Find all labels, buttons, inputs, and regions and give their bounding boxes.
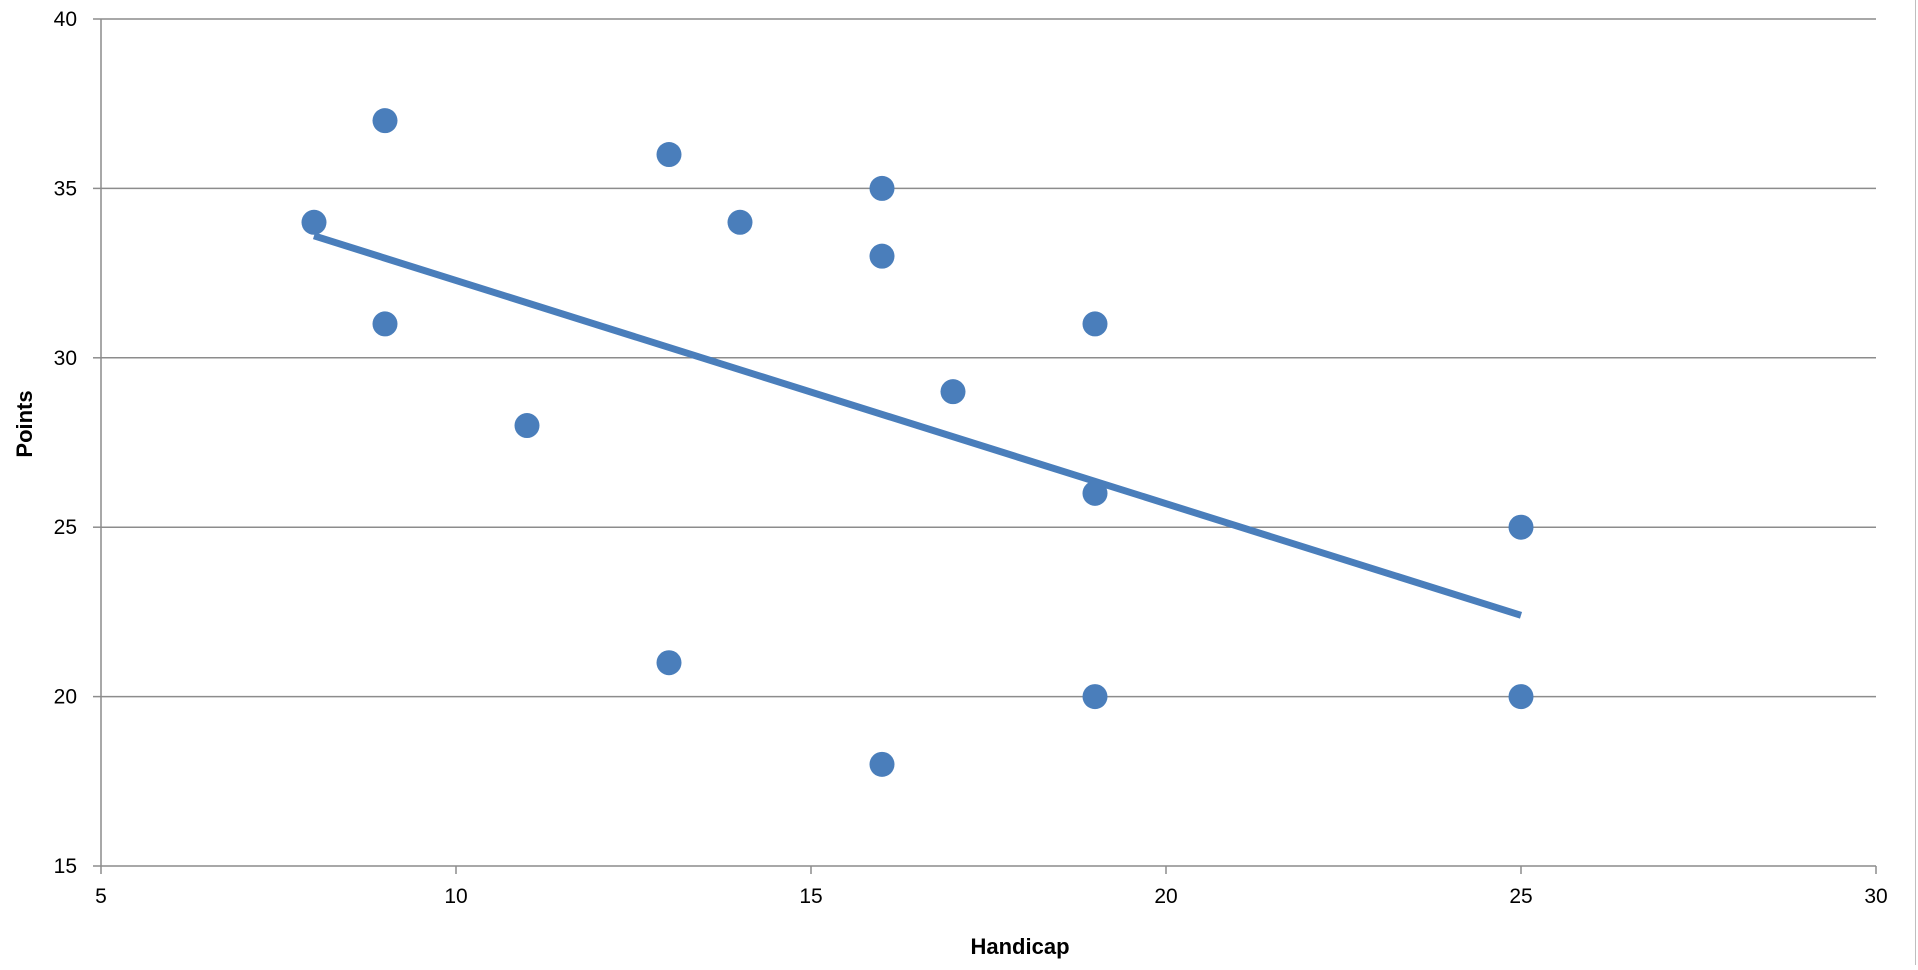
data-point [514, 413, 540, 439]
data-point [869, 243, 895, 269]
y-tick-label: 35 [54, 177, 77, 200]
data-point [656, 142, 682, 168]
trendline-layer [312, 232, 1523, 619]
y-tick-label: 25 [54, 516, 77, 539]
data-point [727, 209, 753, 235]
x-axis-title: Handicap [970, 934, 1069, 959]
chart-border-right [1915, 0, 1916, 965]
data-point [1082, 480, 1108, 506]
x-tick-label: 10 [444, 885, 467, 908]
x-tick-label: 5 [95, 885, 107, 908]
data-point [869, 751, 895, 777]
data-point [869, 175, 895, 201]
data-point [1508, 684, 1534, 710]
data-point [1508, 514, 1534, 540]
data-point [372, 108, 398, 134]
y-axis-title: Points [12, 390, 37, 457]
x-tick-label: 25 [1509, 885, 1532, 908]
data-point [940, 379, 966, 405]
trendline [312, 232, 1523, 619]
x-tick-label: 30 [1864, 885, 1887, 908]
data-point [301, 209, 327, 235]
data-point [1082, 684, 1108, 710]
gridlines [101, 18, 1876, 698]
x-tick-label: 20 [1154, 885, 1177, 908]
data-point [656, 650, 682, 676]
data-point [1082, 311, 1108, 337]
y-tick-label: 40 [54, 8, 77, 31]
y-tick-label: 15 [54, 855, 77, 878]
tick-labels: 15 20 25 30 35 40 5 10 15 20 25 30 [54, 8, 1888, 908]
axes [93, 18, 1877, 874]
data-point [372, 311, 398, 337]
data-points [301, 108, 1534, 777]
y-tick-label: 30 [54, 347, 77, 370]
y-tick-label: 20 [54, 686, 77, 709]
x-tick-label: 15 [799, 885, 822, 908]
